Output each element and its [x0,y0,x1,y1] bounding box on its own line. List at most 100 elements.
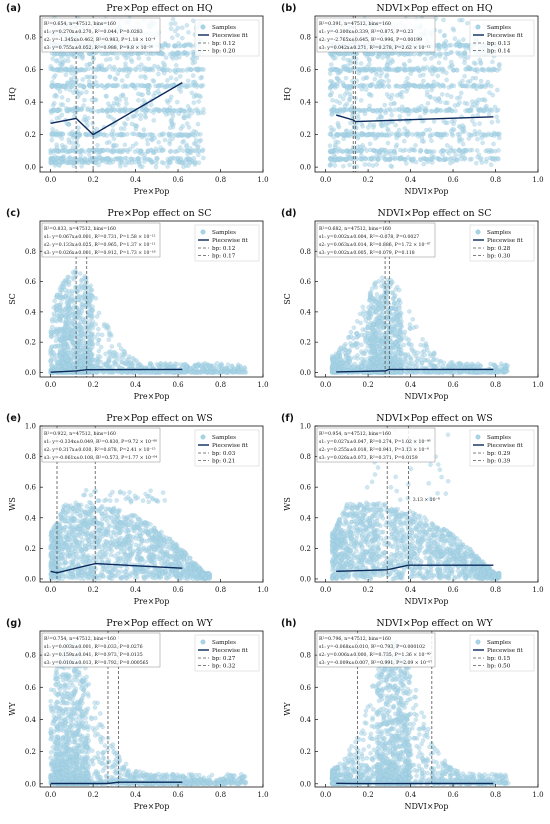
sample-point [332,52,336,56]
sample-point [50,354,54,358]
sample-point [450,109,454,113]
y-tick-label: 0.2 [25,131,36,139]
sample-point [124,65,128,69]
sample-point [130,60,134,64]
sample-point [146,149,150,153]
sample-point [54,161,58,165]
sample-point [450,63,454,67]
sample-point [345,108,349,112]
sample-point [84,132,88,136]
sample-point [110,364,114,368]
sample-point [224,366,228,370]
x-tick-label: 0.0 [320,176,331,184]
sample-point [71,108,75,112]
sample-point [479,133,483,137]
sample-point [114,157,118,161]
sample-point [491,142,495,146]
stats-line: s2: y=-1.345x±0.462, R²=0.983, P=1.18 × … [44,37,155,43]
sample-point [122,353,126,357]
sample-point [345,129,349,133]
sample-point [439,45,443,49]
sample-point [51,350,55,354]
sample-point [455,158,459,162]
sample-point [330,149,334,153]
sample-point [104,160,108,164]
stats-line: s1: y=-0.300x±0.339, R²=0.875, P=0.23 [319,29,413,35]
sample-point [478,158,482,162]
sample-point [232,370,236,374]
sample-point [165,85,169,89]
sample-point [332,153,336,157]
x-tick-label: 0.8 [490,176,501,184]
sample-point [369,84,373,88]
sample-point [465,21,469,25]
sample-point [60,113,64,117]
sample-point [50,131,54,135]
sample-point [368,122,372,126]
sample-point [163,138,167,142]
sample-point [162,107,166,111]
sample-point [99,345,103,349]
x-tick-label: 0.4 [130,381,142,389]
sample-point [354,57,358,61]
sample-point [440,92,444,96]
sample-point [99,83,103,87]
sample-point [96,327,100,331]
y-axis-label: HQ [283,87,292,101]
sample-point [466,80,470,84]
sample-point [413,107,417,111]
sample-point [52,101,56,105]
sample-point [336,108,340,112]
sample-point [196,111,200,115]
sample-point [421,85,425,89]
sample-point [50,317,54,321]
legend-fit-label: Piecewise fit [487,33,524,39]
sample-point [437,96,441,100]
sample-point [449,129,453,133]
sample-point [215,370,219,374]
sample-point [103,352,107,356]
sample-point [81,77,85,81]
sample-point [169,22,173,26]
sample-point [444,39,448,43]
sample-point [390,132,394,136]
sample-point [458,95,462,99]
sample-point [483,85,487,89]
sample-point [496,157,500,161]
sample-point [139,117,143,121]
sample-point [380,276,384,280]
sample-point [459,157,463,161]
sample-point [127,70,131,74]
sample-point [384,121,388,125]
sample-point [64,319,68,323]
sample-point [412,52,416,56]
sample-point [338,101,342,105]
sample-point [82,85,86,89]
sample-point [457,101,461,105]
sample-point [436,74,440,78]
sample-point [156,89,160,93]
sample-point [157,365,161,369]
sample-point [125,132,129,136]
sample-point [125,74,129,78]
sample-point [80,317,84,321]
sample-point [359,98,363,102]
sample-point [124,370,128,374]
sample-point [91,121,95,125]
sample-point [410,132,414,136]
sample-point [195,85,199,89]
sample-point [421,132,425,136]
sample-point [465,148,469,152]
sample-point [419,148,423,152]
sample-point [50,325,54,329]
sample-point [393,108,397,112]
sample-point [360,67,364,71]
x-tick-label: 0.4 [130,176,142,184]
sample-point [458,149,462,153]
sample-point [492,67,496,71]
sample-point [184,43,188,47]
sample-point [60,136,64,140]
sample-point [166,100,170,104]
sample-point [122,127,126,131]
